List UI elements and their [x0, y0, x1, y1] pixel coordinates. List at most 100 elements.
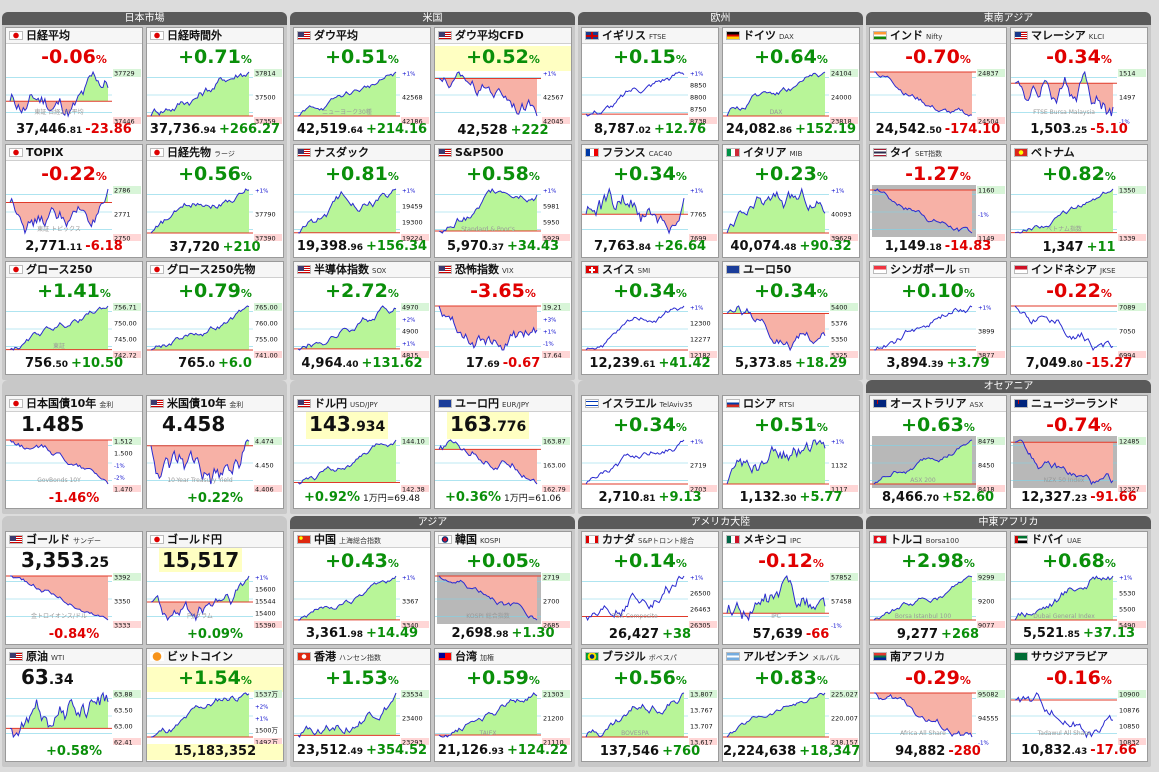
market-name: ロシア RTSI: [743, 397, 794, 412]
intraday-chart: +1% 8850 8800 8750 8738: [582, 71, 717, 124]
market-name-label: イギリス: [602, 29, 646, 42]
market-card[interactable]: 中国 上海総合指数 +0.43% +1% 3367 3340 3,361.98 +14.49: [293, 531, 431, 645]
chart-price-line: [873, 692, 973, 738]
market-card[interactable]: マレーシア KLCI -0.34% FTSE Bursa Malaysia 1514 14…: [1010, 27, 1148, 141]
market-card[interactable]: ゴールド サンデー 3,353.25 金トロイオンス/ドル 3392 3350 3333 -0…: [5, 531, 143, 645]
chart-high-badge: [401, 437, 429, 445]
market-card[interactable]: オーストラリア ASX +0.63% ASX 200 8479 8450 8418 8,466…: [869, 395, 1007, 509]
chart-high-badge: [1118, 303, 1146, 311]
market-card[interactable]: ダウ平均 +0.51% ニューヨーク30種 +1% 42568 42186 42,519.6…: [293, 27, 431, 141]
market-card[interactable]: トルコ Borsa100 +2.98% Borsa Istanbul 100 9299 9…: [869, 531, 1007, 645]
market-card[interactable]: インドネシア JKSE -0.22% 7089 7050 6994 7,049.80 -15.…: [1010, 261, 1148, 375]
chart-high-badge: [977, 437, 1005, 445]
market-card[interactable]: ドバイ UAE +0.68% Dubai General Index +1% 5530 55…: [1010, 531, 1148, 645]
market-card[interactable]: グロース250 +1.41% 東証 756.71 750.00 745.00 742.72 7…: [5, 261, 143, 375]
chart-price-line: [150, 692, 250, 738]
market-card[interactable]: 日本国債10年 金利 1.485 GovBonds 10Y 1.512 1.500 -1% -…: [5, 395, 143, 509]
card-header: イスラエル TelAviv35: [582, 396, 718, 412]
market-card[interactable]: ドイツ DAX +0.64% DAX 24104 24000 23818 24,082.86 +…: [722, 27, 860, 141]
market-subname: DAX: [779, 33, 794, 41]
market-card[interactable]: サウジアラビア -0.16% Tadawul All Share 10900 10876…: [1010, 648, 1148, 762]
chart-tick-label: 2685: [543, 622, 560, 629]
market-card[interactable]: ダウ平均CFD +0.52% +1% 42567 42045 42,528 +222: [434, 27, 572, 141]
card-header: 香港 ハンセン指数: [294, 649, 430, 665]
market-card[interactable]: 台湾 加権 +0.59% TAIEX 21303 21200 21110 21,126.93 +…: [434, 648, 572, 762]
market-card[interactable]: タイ SET指数 -1.27% 1160 -1% 1149 1,149.18 -14.83: [869, 144, 1007, 258]
market-card[interactable]: TOPIX -0.22% 東証 トピックス 2786 2771 2750 2,771.11-…: [5, 144, 143, 258]
card-header: ナスダック: [294, 145, 430, 161]
market-card[interactable]: イスラエル TelAviv35 +0.34% +1% 2719 2703 2,710.81 +…: [581, 395, 719, 509]
market-card[interactable]: ゴールド円 15,517 円/グラム +1% 15600 15544 15400 15390 +…: [146, 531, 284, 645]
card-header: ユーロ円 EUR/JPY: [435, 396, 571, 412]
market-card[interactable]: 日経時間外 +0.71% 37814 37500 37359 37,736.94 +266.…: [146, 27, 284, 141]
market-card[interactable]: スイス SMI +0.34% +1% 12300 12277 12182 12,239.61 +…: [581, 261, 719, 375]
market-card[interactable]: ユーロ50 +0.34% 5400 5376 5350 5325 5,373.85 +18.2…: [722, 261, 860, 375]
chart-area-gain: [10, 72, 108, 102]
value-int: 5,521: [1022, 626, 1065, 641]
market-card[interactable]: イタリア MIB +0.23% +1% 40093 39629 40,074.48 +90.3…: [722, 144, 860, 258]
value-int: 143: [309, 412, 351, 436]
market-card[interactable]: インド Nifty -0.70% 24837 24504 24,542.50 -174.10: [869, 27, 1007, 141]
percent-change: +0.58%: [435, 163, 571, 188]
chart-area-gain: [10, 189, 108, 203]
market-card[interactable]: 半導体指数 SOX +2.72% 4970 +2% 4900 +1% 4815 4,964.40…: [293, 261, 431, 375]
chart-low-badge: [113, 738, 141, 745]
intraday-chart: Dubai General Index +1% 5530 5500 5490: [1011, 575, 1146, 628]
point-change: +38: [662, 627, 692, 642]
market-name-label: 原油: [26, 650, 48, 663]
market-name: 半導体指数 SOX: [314, 263, 386, 278]
value-row: 57,639 -66: [723, 627, 859, 643]
market-card[interactable]: グロース250先物 +0.79% 765.00 760.00 755.00 741.00 7…: [146, 261, 284, 375]
flag-jp-icon: [150, 265, 164, 274]
market-card[interactable]: 恐怖指数 VIX -3.65% 19.21 +3% +1% -1% 17.64 17.69 -0.…: [434, 261, 572, 375]
market-card[interactable]: S&P500 +0.58% Standard & Poor's +1% 5981 5950…: [434, 144, 572, 258]
market-name-label: ブラジル: [602, 650, 646, 663]
market-card[interactable]: メキシコ IPC -0.12% IPC 57852 57458 -1% 57,639 -66: [722, 531, 860, 645]
market-name-label: 恐怖指数: [455, 263, 499, 276]
market-card[interactable]: 韓国 KOSPI +0.05% KOSPI 総合指数 2719 2700 2685 2,698…: [434, 531, 572, 645]
market-card[interactable]: 南アフリカ -0.29% Africa All Share 95082 94555 -1%…: [869, 648, 1007, 762]
chart-tick-label: 1350: [1119, 187, 1136, 195]
market-card[interactable]: ビットコイン +1.54% 1537万 +2% +1% 1500万 1492万 15,183,…: [146, 648, 284, 762]
percent-sign: %: [229, 627, 243, 642]
chart-tick-label: +3%: [543, 318, 556, 324]
percent-change-value: +0.34: [613, 280, 676, 302]
market-card[interactable]: ブラジル ボベスパ +0.56% BOVESPA 13.807 13.767 13.707 1…: [581, 648, 719, 762]
market-card[interactable]: ベトナム +0.82% ベトナム指数 1350 1339 1,347 +11: [1010, 144, 1148, 258]
market-card[interactable]: カナダ S&Pトロント総合 +0.14% TSX Composite +1% 26500 2…: [581, 531, 719, 645]
card-header: ビットコイン: [147, 649, 283, 665]
market-card[interactable]: 日経先物 ラージ +0.56% +1% 37790 37390 37,720 +210: [146, 144, 284, 258]
card-header: ロシア RTSI: [723, 396, 859, 412]
chart-tick-label: 15544: [255, 598, 276, 606]
card-header: TOPIX: [6, 145, 142, 161]
percent-change: +0.71%: [147, 46, 283, 71]
market-card[interactable]: フランス CAC40 +0.34% +1% 7765 7699 7,763.84 +26.64: [581, 144, 719, 258]
market-card[interactable]: 日経平均 -0.06% 東証 日経225平均 37729 37446 37,446.81-…: [5, 27, 143, 141]
market-card[interactable]: 原油 WTI 63.34 63.88 63.50 63.00 62.41 +0.58%: [5, 648, 143, 762]
market-card[interactable]: ドル円 USD/JPY 143.934 144.10 142.38 +0.92% 1万円=6…: [293, 395, 431, 509]
percent-change: +1.54%: [147, 667, 283, 692]
market-name: ゴールド円: [167, 533, 222, 546]
market-card[interactable]: イギリス FTSE +0.15% +1% 8850 8800 8750 8738 8,787.0…: [581, 27, 719, 141]
chart-price-line: [1014, 439, 1114, 486]
market-name-label: タイ: [890, 146, 912, 159]
market-card[interactable]: ロシア RTSI +0.51% +1% 1132 1117 1,132.30 +5.77: [722, 395, 860, 509]
market-card[interactable]: ニュージーランド -0.74% NZX 50 Index 12485 12327 12,3…: [1010, 395, 1148, 509]
market-card[interactable]: 香港 ハンセン指数 +1.53% 23534 23400 23293 23,512.49 +3…: [293, 648, 431, 762]
market-card[interactable]: アルゼンチン メルバル +0.83% 225.027 220.007 218.157 2,2…: [722, 648, 860, 762]
chart-high-badge: [254, 69, 282, 77]
market-name-label: スイス: [602, 263, 635, 276]
value-dec: .11: [66, 243, 83, 253]
value-int: 9,277: [896, 627, 939, 642]
chart-tick-label: 62.41: [114, 739, 133, 746]
chart-tick-label: 19459: [402, 203, 423, 211]
card-header: イタリア MIB: [723, 145, 859, 161]
market-card[interactable]: シンガポール STI +0.10% +1% 3899 3877 3,894.39 +3.79: [869, 261, 1007, 375]
market-card[interactable]: ナスダック +0.81% +1% 19459 19300 19224 19,398.96 +1…: [293, 144, 431, 258]
chart-tick-label: 15600: [255, 586, 276, 594]
chart-tick-label: 26463: [690, 606, 711, 614]
market-card[interactable]: ユーロ円 EUR/JPY 163.776 163.87 163.00 162.79 +0.3…: [434, 395, 572, 509]
market-card[interactable]: 米国債10年 金利 4.458 10-Year Treasury Yield 4.474…: [146, 395, 284, 509]
intraday-chart: +1% 1132 1117: [723, 439, 858, 492]
percent-change-value: +0.34: [754, 280, 817, 302]
